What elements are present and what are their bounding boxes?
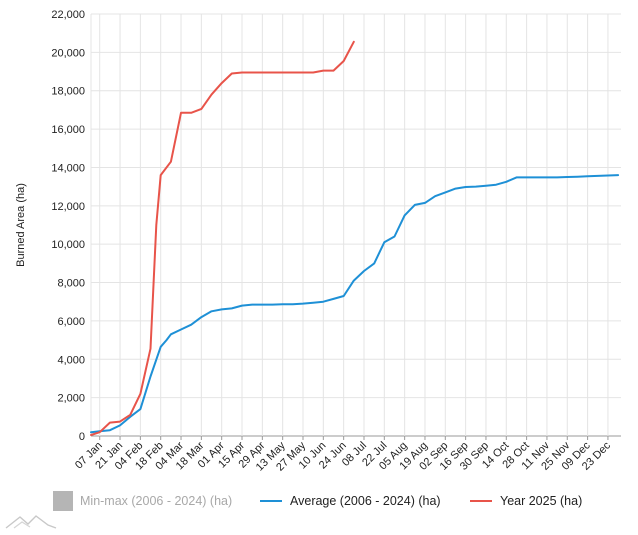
- y-tick-label: 6,000: [57, 316, 85, 328]
- y-tick-label: 22,000: [51, 9, 85, 21]
- series-lines: [90, 40, 620, 436]
- mountain-logo-icon: [5, 515, 57, 529]
- y-tick-label: 4,000: [57, 354, 85, 366]
- legend-label-year-2025: Year 2025 (ha): [500, 494, 583, 508]
- legend-item-average[interactable]: Average (2006 - 2024) (ha): [260, 490, 441, 512]
- chart-canvas: 0 2,000 4,000 6,000 8,000 10,000 12,000 14,000 1…: [15, 9, 621, 474]
- grid: [90, 13, 621, 437]
- legend: Min-max (2006 - 2024) (ha) Average (2006…: [0, 490, 638, 512]
- legend-swatch-year-2025: [470, 500, 492, 502]
- series-line-year-2025: [90, 40, 355, 436]
- legend-label-minmax: Min-max (2006 - 2024) (ha): [80, 494, 233, 508]
- legend-label-average: Average (2006 - 2024) (ha): [290, 494, 441, 508]
- legend-swatch-average: [260, 500, 282, 502]
- y-tick-label: 2,000: [57, 393, 85, 405]
- y-tick-label: 16,000: [51, 124, 85, 136]
- y-tick-label: 8,000: [57, 278, 85, 290]
- legend-swatch-minmax: [53, 491, 73, 511]
- legend-item-year-2025[interactable]: Year 2025 (ha): [470, 490, 582, 512]
- y-tick-label: 0: [79, 431, 85, 443]
- y-tick-label: 20,000: [51, 47, 85, 59]
- y-axis-label: Burned Area (ha): [15, 183, 27, 267]
- y-tick-label: 18,000: [51, 86, 85, 98]
- legend-item-minmax[interactable]: Min-max (2006 - 2024) (ha): [53, 490, 232, 512]
- series-line-average: [90, 174, 620, 434]
- y-tick-label: 10,000: [51, 239, 85, 251]
- y-tick-label: 12,000: [51, 201, 85, 213]
- y-tick-label: 14,000: [51, 162, 85, 174]
